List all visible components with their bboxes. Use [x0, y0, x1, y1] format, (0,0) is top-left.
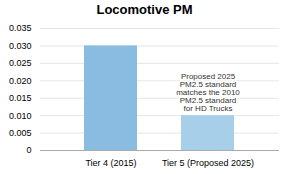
svg-text:Tier 4 (2015): Tier 4 (2015): [85, 158, 136, 168]
svg-text:Proposed 2025PM2.5 standardmat: Proposed 2025PM2.5 standardmatches the 2…: [176, 72, 240, 113]
svg-text:0.005: 0.005: [9, 128, 32, 138]
html-text:Locomotive PM: Locomotive PM: [96, 2, 193, 17]
svg-text:Tier 5 (Proposed 2025): Tier 5 (Proposed 2025): [162, 158, 254, 168]
svg-text:0.020: 0.020: [9, 76, 32, 86]
svg-text:0.035: 0.035: [9, 23, 32, 33]
svg-text:0: 0: [26, 145, 31, 155]
svg-text:0.015: 0.015: [9, 93, 32, 103]
svg-text:0.030: 0.030: [9, 41, 32, 51]
svg-text:0.010: 0.010: [9, 111, 32, 121]
svg-text:0.025: 0.025: [9, 58, 32, 68]
